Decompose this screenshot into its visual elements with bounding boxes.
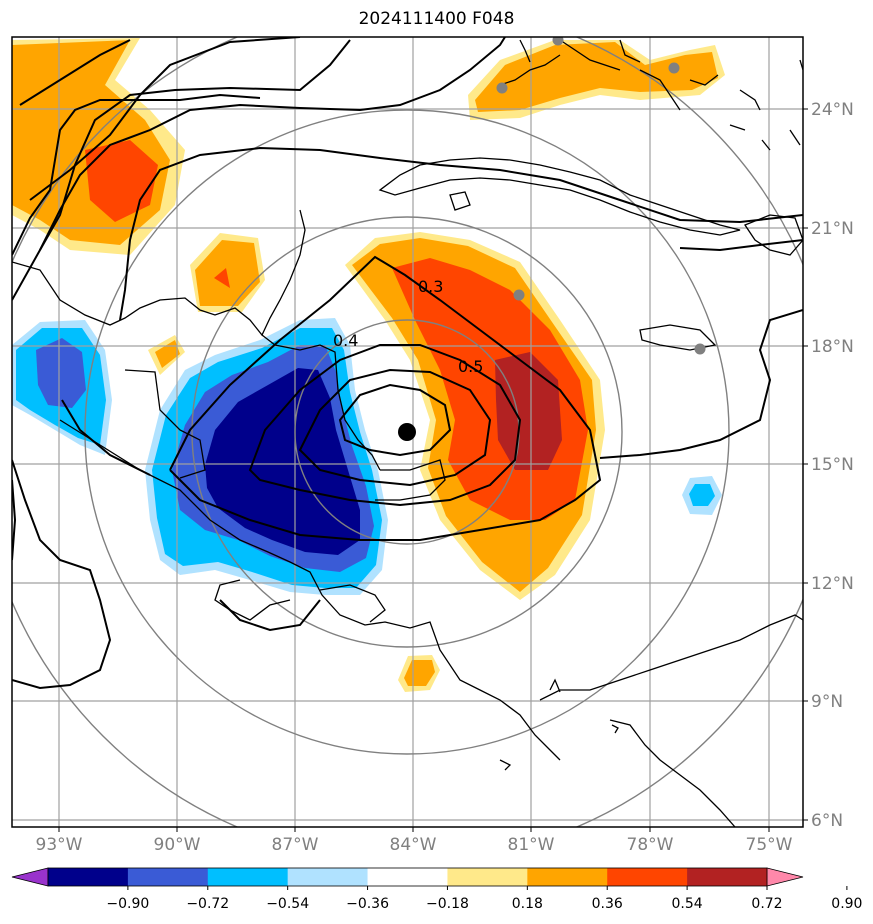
colorbar-segment xyxy=(607,868,688,886)
station-markers xyxy=(496,37,706,355)
colorbar-tick-label: 0.36 xyxy=(592,896,623,912)
colorbar-tick-label: −0.36 xyxy=(346,896,389,912)
colorbar-tick-label: 0.18 xyxy=(512,896,543,912)
station-dot xyxy=(513,289,525,301)
colorbar-segment xyxy=(48,868,129,886)
anomaly-west-medium xyxy=(36,338,86,408)
contour-label-0-4: 0.4 xyxy=(333,331,358,350)
colorbar-segment xyxy=(687,868,768,886)
latitude-labels: 24°N 21°N 18°N 15°N 12°N 9°N 6°N xyxy=(811,100,854,831)
map-frame xyxy=(11,36,804,828)
lat-label: 18°N xyxy=(811,337,854,357)
lat-label: 21°N xyxy=(811,219,854,239)
colorbar-segment xyxy=(287,868,369,886)
colorbar-segment xyxy=(127,868,209,886)
contour-label-0-3: 0.3 xyxy=(418,277,443,296)
colorbar-segment xyxy=(447,868,528,886)
anomaly-yucatan-red xyxy=(214,268,230,288)
station-dot xyxy=(496,82,508,94)
station-dot xyxy=(668,62,680,74)
height-contours xyxy=(12,37,803,690)
colorbar-tick-label: −0.18 xyxy=(426,896,469,912)
station-dot xyxy=(552,37,564,46)
colorbar-extend-low xyxy=(11,867,49,887)
lat-label: 9°N xyxy=(811,692,843,712)
anomaly-south-orange xyxy=(404,660,435,686)
colorbar-segment xyxy=(207,868,289,886)
lon-label: 87°W xyxy=(272,835,319,855)
station-dot xyxy=(694,343,706,355)
range-rings xyxy=(12,37,803,827)
lon-label: 81°W xyxy=(508,835,555,855)
anomaly-main-navy xyxy=(205,368,360,555)
colorbar-tick-label: 0.90 xyxy=(831,896,862,912)
colorbar-frame xyxy=(47,867,768,887)
shaded-negative-anomalies xyxy=(12,318,722,595)
lon-label: 75°W xyxy=(746,835,793,855)
lat-label: 24°N xyxy=(811,100,854,120)
colorbar-extend-high xyxy=(766,867,804,887)
axis-ticks xyxy=(58,108,808,832)
longitude-labels: 93°W 90°W 87°W 84°W 81°W 78°W 75°W xyxy=(36,835,793,855)
lat-label: 6°N xyxy=(811,811,843,831)
lat-label: 12°N xyxy=(811,574,854,594)
lat-label: 15°N xyxy=(811,455,854,475)
lon-label: 90°W xyxy=(154,835,201,855)
colorbar-segment xyxy=(367,868,448,886)
anomaly-small-orange xyxy=(155,340,180,368)
anomaly-main-darkred xyxy=(495,352,562,470)
lon-label: 84°W xyxy=(390,835,437,855)
colorbar-tick-label: −0.90 xyxy=(106,896,149,912)
anomaly-bahamas-orange xyxy=(475,42,718,112)
map-title: 2024111400 F048 xyxy=(358,9,515,29)
colorbar: −0.90 −0.72 −0.54 −0.36 −0.18 0.18 0.36 0.54 0.7… xyxy=(11,867,862,912)
map-layers: 0.3 0.5 0.4 xyxy=(12,37,803,827)
shaded-positive-anomalies xyxy=(12,38,725,692)
lon-label: 78°W xyxy=(627,835,674,855)
anomaly-east-cyan xyxy=(689,484,715,506)
anomaly-yucatan-orange xyxy=(195,240,260,306)
colorbar-tick-label: −0.72 xyxy=(186,896,229,912)
colorbar-tick-label: −0.54 xyxy=(266,896,309,912)
colorbar-tick-label: 0.54 xyxy=(672,896,703,912)
colorbar-tick-label: 0.72 xyxy=(751,896,782,912)
colorbar-segment xyxy=(527,868,608,886)
contour-label-0-5: 0.5 xyxy=(458,357,483,376)
lon-label: 93°W xyxy=(36,835,83,855)
storm-center-marker xyxy=(398,423,416,441)
